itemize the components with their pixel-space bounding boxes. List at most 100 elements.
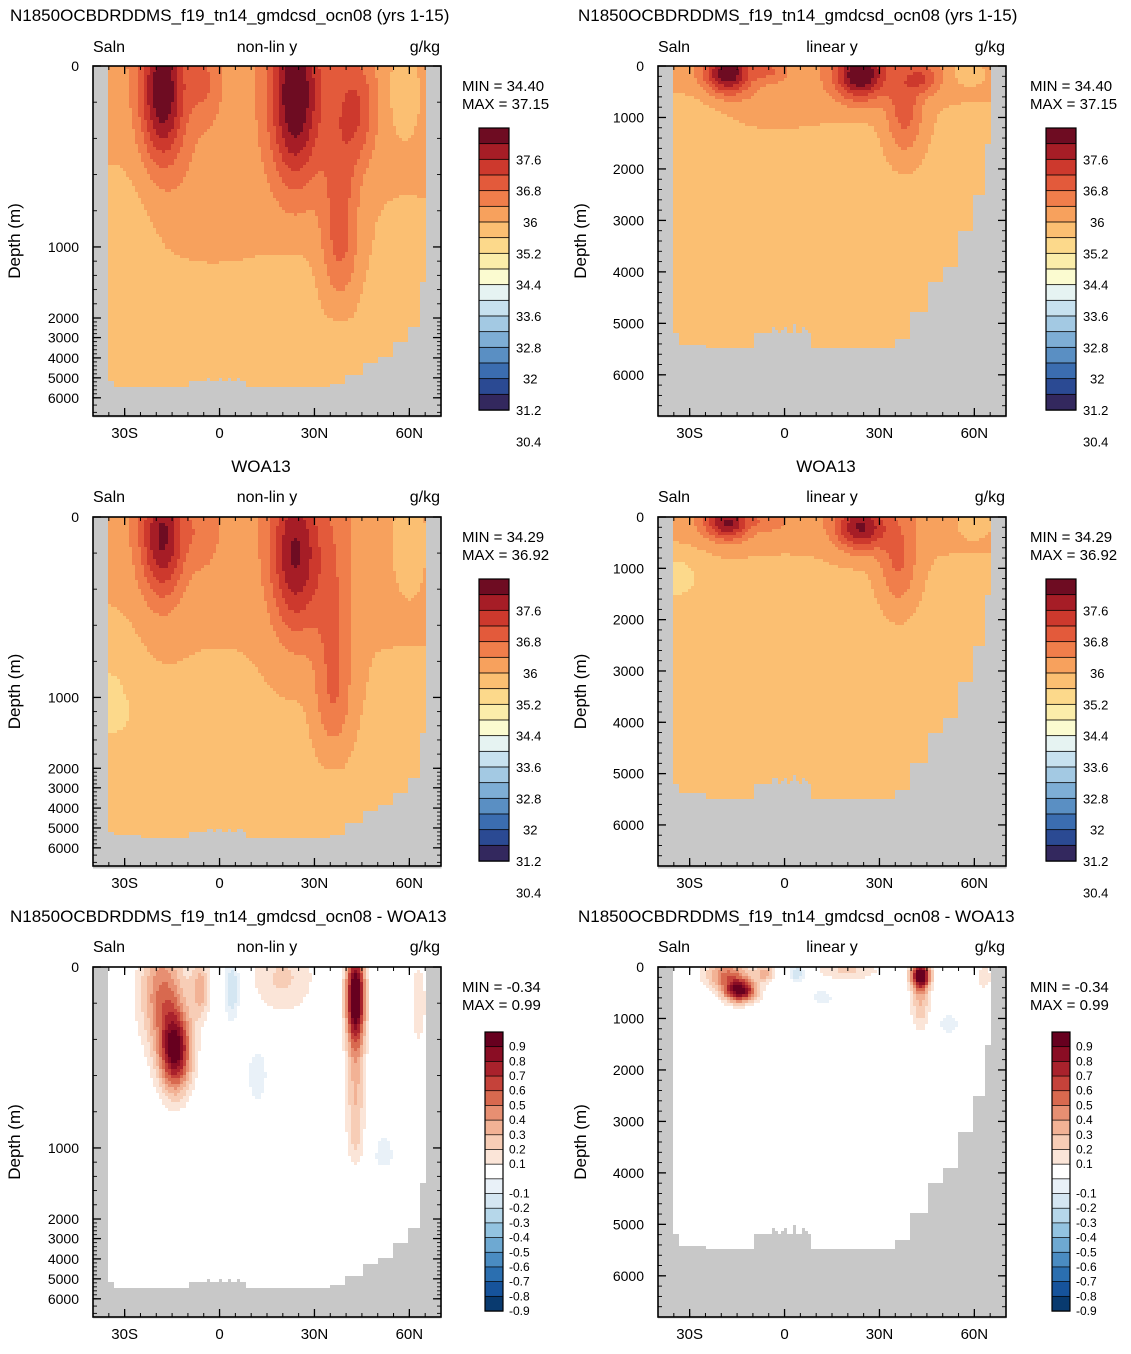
x-tick-label: 30S: [111, 425, 138, 442]
colorbar-swatch: [1045, 766, 1077, 784]
x-tick-label: 0: [780, 1326, 788, 1343]
colorbar-label: -0.2: [509, 1201, 530, 1215]
colorbar-label: -0.6: [509, 1260, 530, 1274]
y-axis-label: Depth (m): [5, 1104, 24, 1180]
colorbar-label: 0.1: [1076, 1157, 1093, 1171]
variable-label: Saln: [658, 939, 690, 956]
panel-diff-nonlin: N1850OCBDRDDMS_f19_tn14_gmdcsd_ocn08 - W…: [5, 907, 541, 1343]
colorbar-label: 34.4: [1083, 278, 1108, 293]
x-tick-label: 30N: [866, 425, 894, 442]
x-tick-label: 60N: [961, 1326, 989, 1343]
panel-title: WOA13: [231, 457, 291, 476]
x-tick-label: 30S: [676, 875, 703, 892]
colorbar-label: 32: [1090, 372, 1104, 387]
y-tick-label: 1000: [613, 560, 644, 576]
y-tick-label: 2000: [613, 161, 644, 177]
colorbar-label: 32: [1090, 823, 1104, 838]
y-tick-label: 6000: [48, 1291, 79, 1307]
colorbar-swatch: [1045, 158, 1077, 176]
x-tick-label: 30N: [301, 425, 329, 442]
colorbar-swatch: [1051, 1075, 1071, 1092]
colorbar-label: 35.2: [1083, 246, 1108, 261]
y-tick-label: 1000: [48, 239, 79, 255]
units-label: g/kg: [975, 939, 1005, 956]
colorbar-label: 32.8: [516, 340, 541, 355]
colorbar-swatch: [484, 1031, 504, 1048]
colorbar-swatch: [484, 1251, 504, 1268]
colorbar-swatch: [484, 1207, 504, 1224]
max-value: MAX = 37.15: [462, 96, 549, 113]
colorbar-swatch: [1051, 1119, 1071, 1136]
colorbar-swatch: [478, 378, 510, 396]
colorbar-label: -0.5: [1076, 1245, 1097, 1259]
variable-label: Saln: [93, 489, 125, 506]
colorbar-swatch: [484, 1237, 504, 1253]
colorbar-swatch: [478, 672, 510, 690]
colorbar-swatch: [484, 1193, 504, 1209]
colorbar-label: 30.4: [516, 885, 541, 900]
colorbar-label: 31.2: [516, 854, 541, 869]
colorbar-label: 0.8: [509, 1054, 526, 1068]
y-axis-label: Depth (m): [5, 203, 24, 279]
colorbar-label: -0.9: [509, 1304, 530, 1318]
colorbar-swatch: [478, 813, 510, 831]
panel-title: N1850OCBDRDDMS_f19_tn14_gmdcsd_ocn08 - W…: [578, 907, 1015, 926]
colorbar-swatch: [484, 1046, 504, 1063]
colorbar-swatch: [478, 237, 510, 255]
colorbar-swatch: [1045, 190, 1077, 208]
axis-scale-label: linear y: [806, 39, 858, 56]
colorbar-label: 37.6: [516, 152, 541, 167]
colorbar-swatch: [484, 1149, 504, 1165]
x-tick-label: 30N: [866, 1326, 894, 1343]
colorbar: 0.90.80.70.60.50.40.30.20.1-0.1-0.2-0.3-…: [1051, 1031, 1097, 1318]
colorbar-label: 0.7: [509, 1069, 526, 1083]
colorbar-swatch: [1045, 205, 1077, 223]
colorbar-swatch: [1045, 331, 1077, 349]
y-tick-label: 5000: [48, 370, 79, 386]
panel-obs-linear: WOA13 Saln linear y g/kg 30S 0 30N 60N 0 1000 2000…: [571, 457, 1117, 900]
max-value: MAX = 0.99: [462, 997, 541, 1014]
salinity-field: [93, 967, 442, 1319]
x-tick-label: 60N: [396, 875, 424, 892]
x-tick-label: 30S: [676, 425, 703, 442]
colorbar-frame: [478, 127, 510, 411]
colorbar-label: 34.4: [516, 729, 541, 744]
colorbar-swatch: [1045, 578, 1077, 596]
colorbar-label: -0.4: [509, 1231, 530, 1245]
colorbar-swatch: [1051, 1281, 1071, 1297]
colorbar-label: 0.2: [1076, 1142, 1093, 1156]
units-label: g/kg: [975, 39, 1005, 56]
colorbar-swatch: [1045, 719, 1077, 737]
y-tick-label: 0: [71, 959, 79, 975]
colorbar-swatch: [478, 205, 510, 223]
colorbar-label: 34.4: [1083, 729, 1108, 744]
colorbar: 37.6 36.8 36 35.2 34.4 33.6 32.8 32 31.2 30.4: [1045, 127, 1108, 449]
colorbar-label: 37.6: [516, 603, 541, 618]
min-value: MIN = 34.40: [462, 78, 544, 95]
max-value: MAX = 37.15: [1030, 96, 1117, 113]
units-label: g/kg: [975, 489, 1005, 506]
colorbar-swatch: [478, 844, 510, 862]
colorbar-swatch: [478, 688, 510, 706]
y-tick-label: 4000: [613, 264, 644, 280]
colorbar-swatch: [478, 299, 510, 317]
colorbar-swatch: [484, 1075, 504, 1092]
colorbar-label: 32.8: [516, 791, 541, 806]
colorbar-label: -0.7: [1076, 1275, 1097, 1289]
salinity-field: [93, 517, 442, 869]
x-tick-label: 30N: [866, 875, 894, 892]
colorbar-label: 35.2: [1083, 697, 1108, 712]
colorbar-swatch: [1045, 594, 1077, 612]
colorbar-label: 32: [523, 823, 537, 838]
x-tick-label: 30S: [111, 1326, 138, 1343]
colorbar: 37.6 36.8 36 35.2 34.4 33.6 32.8 32 31.2 30.4: [478, 127, 541, 449]
x-tick-label: 60N: [396, 1326, 424, 1343]
colorbar-label: -0.1: [509, 1187, 530, 1201]
x-tick-label: 30N: [301, 1326, 329, 1343]
colorbar-swatch: [484, 1105, 504, 1121]
colorbar-swatch: [1051, 1046, 1071, 1063]
colorbar-label: 37.6: [1083, 603, 1108, 618]
y-tick-label: 1000: [48, 689, 79, 705]
variable-label: Saln: [658, 489, 690, 506]
